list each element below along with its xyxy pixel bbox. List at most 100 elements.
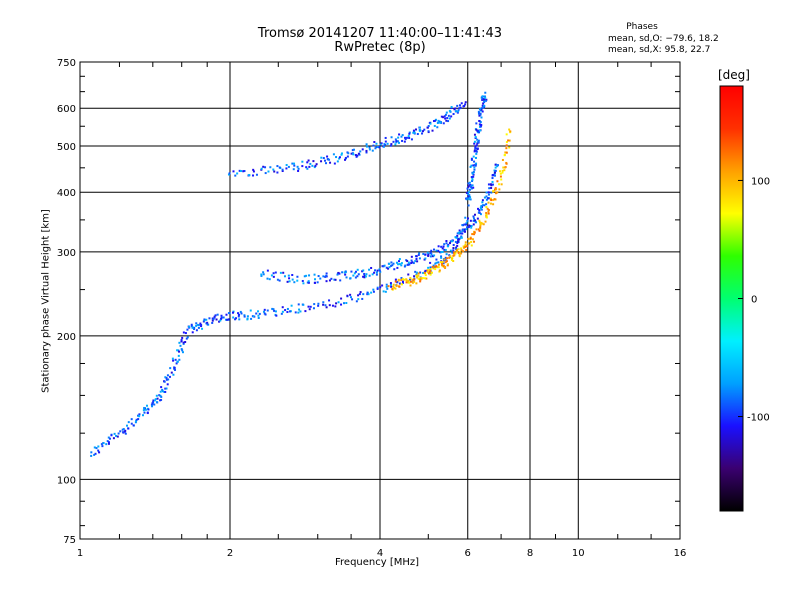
data-point: [445, 240, 448, 243]
data-point: [431, 129, 434, 132]
data-point: [491, 173, 494, 176]
data-point: [246, 318, 249, 321]
data-point: [390, 143, 393, 146]
data-point: [365, 143, 368, 146]
data-point: [473, 231, 476, 234]
data-point: [384, 136, 387, 139]
data-point: [406, 281, 409, 284]
data-point: [238, 313, 241, 316]
data-point: [132, 424, 135, 427]
data-point: [464, 245, 467, 248]
data-point: [301, 165, 304, 168]
data-point: [324, 159, 327, 162]
data-point: [389, 144, 392, 147]
data-point: [442, 262, 445, 265]
data-point: [469, 185, 472, 188]
data-point: [454, 236, 457, 239]
data-point: [437, 249, 440, 252]
data-point: [489, 197, 492, 200]
data-point: [411, 261, 414, 264]
data-point: [408, 281, 411, 284]
data-point: [423, 128, 426, 131]
data-point: [124, 429, 127, 432]
data-point: [417, 272, 420, 275]
data-point: [466, 191, 469, 194]
data-point: [492, 203, 495, 206]
data-point: [492, 190, 495, 193]
data-point: [452, 243, 455, 246]
data-point: [378, 268, 381, 271]
data-point: [400, 135, 403, 138]
data-point: [441, 261, 444, 264]
data-point: [297, 167, 300, 170]
data-point: [281, 306, 284, 309]
data-point: [473, 140, 476, 143]
data-point: [193, 327, 196, 330]
data-point: [430, 249, 433, 252]
data-point: [445, 111, 448, 114]
data-point: [306, 281, 309, 284]
data-point: [343, 302, 346, 305]
data-point: [236, 172, 239, 175]
data-point: [449, 249, 452, 252]
data-point: [314, 164, 317, 167]
data-point: [421, 130, 424, 133]
data-point: [464, 243, 467, 246]
data-point: [479, 213, 482, 216]
data-point: [440, 255, 443, 258]
data-point: [401, 277, 404, 280]
data-point: [367, 293, 370, 296]
data-point: [303, 275, 306, 278]
data-point: [138, 415, 141, 418]
data-point: [457, 231, 460, 234]
data-point: [505, 151, 508, 154]
data-point: [384, 140, 387, 143]
data-point: [443, 258, 446, 261]
data-point: [252, 170, 255, 173]
data-point: [460, 236, 463, 239]
data-point: [246, 315, 249, 318]
data-point: [477, 207, 480, 210]
data-point: [344, 270, 347, 273]
data-point: [507, 139, 510, 142]
data-point: [405, 281, 408, 284]
data-point: [317, 302, 320, 305]
data-point: [322, 303, 325, 306]
data-point: [219, 319, 222, 322]
data-point: [199, 322, 202, 325]
data-point: [426, 271, 429, 274]
data-point: [363, 275, 366, 278]
data-point: [293, 164, 296, 167]
data-point: [419, 280, 422, 283]
data-point: [494, 188, 497, 191]
data-point: [450, 256, 453, 259]
data-point: [483, 196, 486, 199]
data-point: [380, 142, 383, 145]
data-point: [493, 174, 496, 177]
data-point: [127, 427, 130, 430]
data-point: [180, 340, 183, 343]
data-point: [466, 197, 469, 200]
data-point: [416, 260, 419, 263]
data-point: [463, 230, 466, 233]
data-point: [146, 412, 149, 415]
data-point: [407, 261, 410, 264]
data-point: [324, 304, 327, 307]
data-point: [396, 281, 399, 284]
data-point: [475, 228, 478, 231]
data-point: [473, 233, 476, 236]
data-point: [122, 431, 125, 434]
data-point: [250, 317, 253, 320]
data-point: [166, 374, 169, 377]
data-point: [470, 176, 473, 179]
data-point: [272, 275, 275, 278]
data-point: [435, 258, 438, 261]
data-point: [480, 108, 483, 111]
data-point: [445, 119, 448, 122]
data-point: [444, 248, 447, 251]
data-point: [455, 236, 458, 239]
chart-title: Tromsø 20141207 11:40:00–11:41:43: [257, 26, 503, 41]
data-point: [365, 149, 368, 152]
data-point: [351, 149, 354, 152]
x-tick-label: 1: [77, 548, 83, 559]
